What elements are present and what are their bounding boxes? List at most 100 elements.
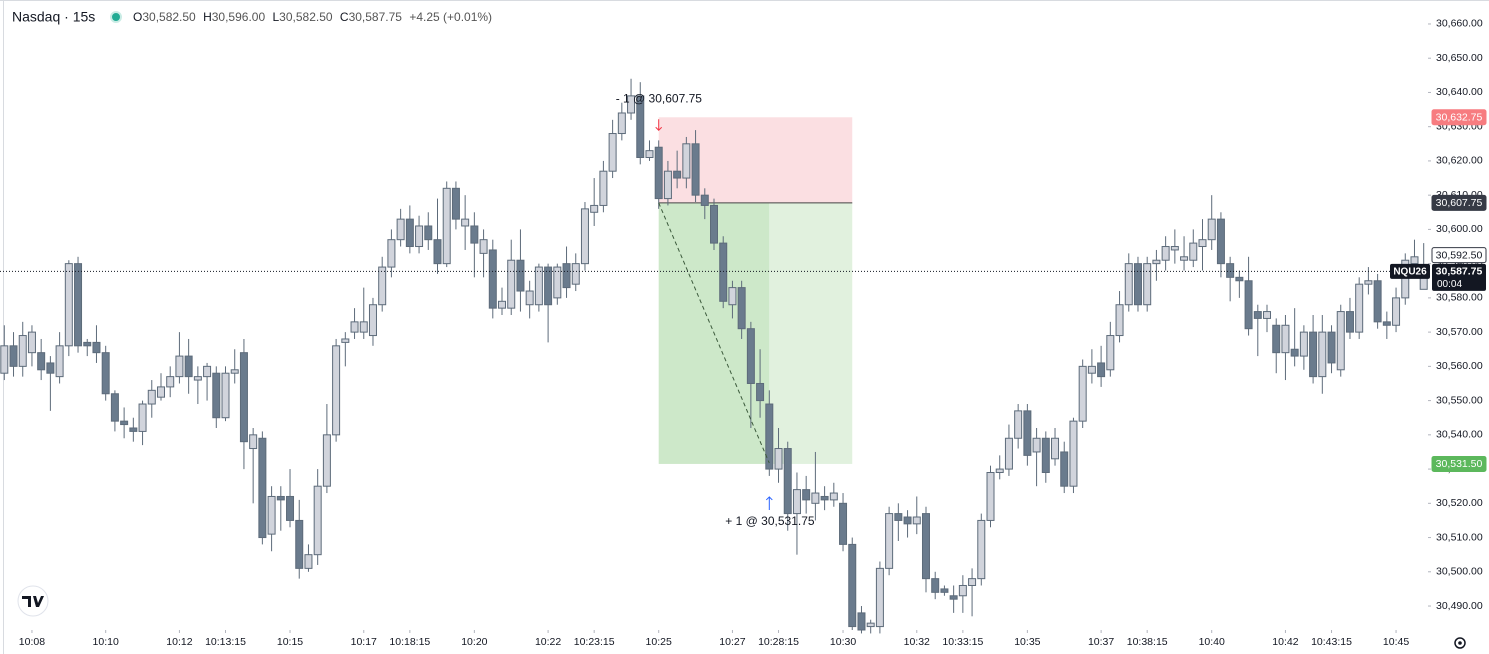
candle-body-down [1309,331,1318,378]
y-tick-label: 30,650.00 [1436,52,1483,64]
candle-body-up [1299,331,1308,357]
candle-body-down [756,382,765,402]
candle-body-up [811,492,820,504]
candle-body-down [1373,280,1382,323]
y-tick-label: 30,490.00 [1436,600,1483,612]
y-tick-label: 30,570.00 [1436,326,1483,338]
candle-body-up [1124,263,1133,306]
candle-body-up [958,584,967,597]
symbol-label: NQU26 [1393,266,1427,277]
candle-body-down [654,146,663,200]
countdown-label: 00:04 [1437,279,1462,290]
candle-body-up [322,434,331,487]
x-tick-label: 10:17 [351,636,377,648]
candle-body-up [571,263,580,285]
x-tick-label: 10:35 [1014,636,1040,648]
x-tick-label: 10:38:15 [1127,636,1168,648]
candle-body-up [525,290,534,306]
candle-body-up [1364,280,1373,285]
candle-body-up [267,495,276,535]
gear-center [1458,641,1462,645]
candle-body-down [1041,437,1050,473]
candle-body-up [203,365,212,378]
candle-body-up [1032,437,1041,453]
x-tick-label: 10:15 [277,636,303,648]
candle-body-down [719,242,728,302]
symbol-box [1390,263,1430,279]
candle-body-down [129,427,138,432]
candle-body-down [239,352,248,443]
candle-body-up [995,468,1004,473]
candle-body-down [1327,331,1336,364]
target-zone-open [769,202,853,464]
candle-body-down [1244,280,1253,330]
candle-body-down [1235,276,1244,282]
candle-body-up [350,321,359,333]
entry-label: 30,607.75 [1436,197,1483,209]
candle-body-down [636,95,645,159]
y-tick-label: 30,560.00 [1436,360,1483,372]
marker-label: 30,592.50 [1436,249,1483,261]
candle-body-down [710,204,718,244]
candle-body-down [737,287,746,330]
settings-button[interactable] [1454,637,1466,649]
candle-body-up [479,239,488,254]
y-tick-label: 30,550.00 [1436,394,1483,406]
candle-body-down [921,513,930,580]
candle-body-down [1060,451,1069,487]
candle-body-up [138,403,147,432]
target-label: 30,531.50 [1436,458,1483,470]
candle-body-up [792,489,801,515]
buy-arrow [765,496,773,510]
candle-body-up [977,519,986,580]
candle-body-down [1290,348,1299,357]
candle-body-up [580,208,589,265]
candle-body-down [37,352,46,371]
y-tick-label: 30,510.00 [1436,531,1483,543]
candle-body-down [9,345,18,367]
exit-note: + 1 @ 30,531.75 [725,514,815,528]
candle-body-down [940,588,949,593]
candle-body-up [1318,331,1327,378]
candle-body-up [534,266,543,306]
x-tick-label: 10:27 [719,636,745,648]
candle-body-up [599,170,608,206]
y-tick-label: 30,600.00 [1436,223,1483,235]
candle-body-down [848,543,857,628]
x-tick-label: 10:22 [535,636,561,648]
candle-body-down [101,352,110,395]
x-tick-label: 10:10 [93,636,119,648]
candle-body-up [1078,365,1087,422]
entry-label-box [1431,194,1487,211]
candle-body-up [461,218,470,227]
ohlc-key: O [133,10,142,24]
y-tick-label: 30,580.00 [1436,292,1483,304]
candle-body-down [83,341,92,347]
candle-body-up [175,355,184,378]
x-tick-label: 10:45 [1383,636,1409,648]
logo-circle [17,585,49,617]
candle-body-down [839,502,848,545]
x-tick-label: 10:18:15 [389,636,430,648]
candle-body-up [221,372,230,419]
candle-body-up [1170,246,1179,251]
candle-body-up [304,554,313,569]
candle-body-down [74,263,83,347]
candle-body-down [405,218,414,248]
candle-body-up [64,263,73,347]
y-tick-label: 30,660.00 [1436,18,1483,30]
candle-body-down [765,403,774,470]
y-tick-label: 30,620.00 [1436,155,1483,167]
candle-body-down [1226,263,1235,278]
x-tick-label: 10:37 [1088,636,1114,648]
candle-body-up [1115,304,1124,337]
candle-body-up [1336,311,1345,371]
logo[interactable] [17,585,49,617]
candle-body-down [544,266,553,306]
candle-body-down [1023,410,1032,456]
y-tick-label: 30,500.00 [1436,566,1483,578]
candle-body-down [424,225,433,241]
market-status[interactable] [110,11,122,23]
candle-body-up [1161,246,1170,261]
